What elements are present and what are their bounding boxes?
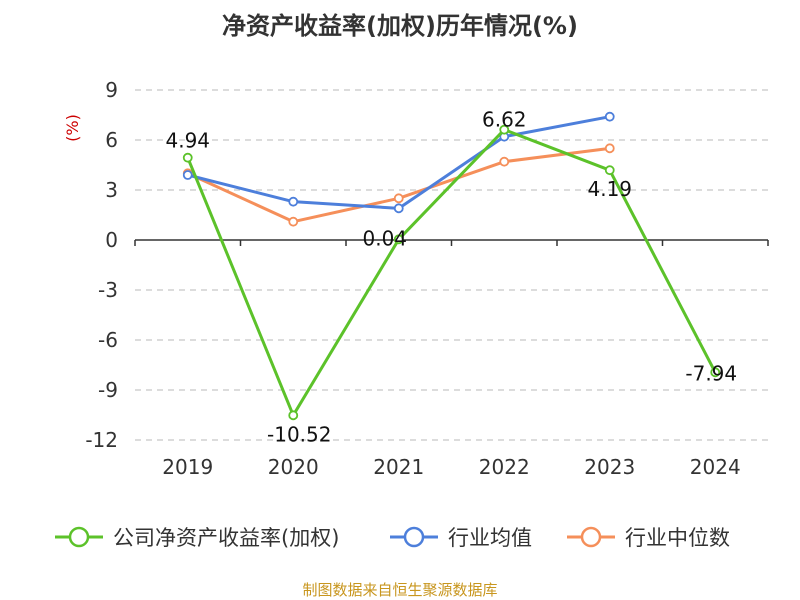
data-point-1 (182, 170, 193, 180)
x-tick-label: 2024 (690, 455, 741, 479)
x-tick-label: 2022 (479, 455, 530, 479)
data-label: 4.94 (165, 129, 210, 153)
series-lines (182, 111, 721, 421)
data-point-1 (393, 203, 404, 214)
y-tick-label: 0 (105, 228, 118, 252)
data-point-2 (604, 143, 615, 154)
chart-title: 净资产收益率(加权)历年情况(%) (222, 12, 578, 40)
legend-label-2: 行业中位数 (625, 526, 730, 550)
x-tick-label: 2020 (268, 455, 319, 479)
data-point-2 (288, 216, 299, 227)
data-label: 4.19 (587, 177, 632, 201)
data-point-2 (393, 193, 404, 204)
y-axis-label: (%) (63, 114, 82, 142)
data-labels: 4.94 -10.52 0.04 6.62 4.19 -7.94 (165, 108, 737, 447)
x-tick-label: 2023 (584, 455, 635, 479)
data-label: 0.04 (362, 226, 407, 250)
x-axis (134, 239, 769, 246)
y-tick-labels: 9 6 3 0 -3 -6 -9 -12 (85, 78, 118, 452)
legend-label-1: 行业均值 (448, 526, 532, 550)
y-tick-label: -12 (85, 428, 118, 452)
y-tick-label: 6 (105, 128, 118, 152)
data-point-0 (710, 367, 721, 378)
y-tick-label: -6 (98, 328, 118, 352)
source-note: 制图数据来自恒生聚源数据库 (302, 581, 497, 599)
data-label: -7.94 (685, 361, 737, 385)
y-tick-label: -3 (98, 278, 118, 302)
y-tick-label: -9 (98, 378, 118, 402)
data-point-0 (288, 410, 299, 421)
grid-lines (135, 89, 768, 441)
legend-label-0: 公司净资产收益率(加权) (113, 526, 339, 550)
data-label: -10.52 (267, 422, 331, 446)
series-line-0 (186, 128, 717, 417)
x-tick-label: 2019 (162, 455, 213, 479)
legend-marker-2 (580, 526, 602, 548)
data-point-0 (604, 165, 615, 176)
legend-marker-1 (403, 526, 425, 548)
data-label: 6.62 (482, 108, 527, 132)
data-point-1 (604, 111, 615, 122)
data-point-0 (499, 124, 510, 135)
data-point-0 (182, 152, 193, 163)
legend-marker-0 (68, 526, 90, 548)
data-point-1 (288, 196, 299, 207)
x-tick-label: 2021 (373, 455, 424, 479)
y-tick-label: 9 (105, 78, 118, 102)
data-point-2 (499, 156, 510, 167)
x-tick-labels: 2019 2020 2021 2022 2023 2024 (162, 455, 740, 479)
legend: 公司净资产收益率(加权) 行业均值 行业中位数 (55, 526, 730, 550)
data-point-0 (393, 234, 404, 245)
y-tick-label: 3 (105, 178, 118, 202)
